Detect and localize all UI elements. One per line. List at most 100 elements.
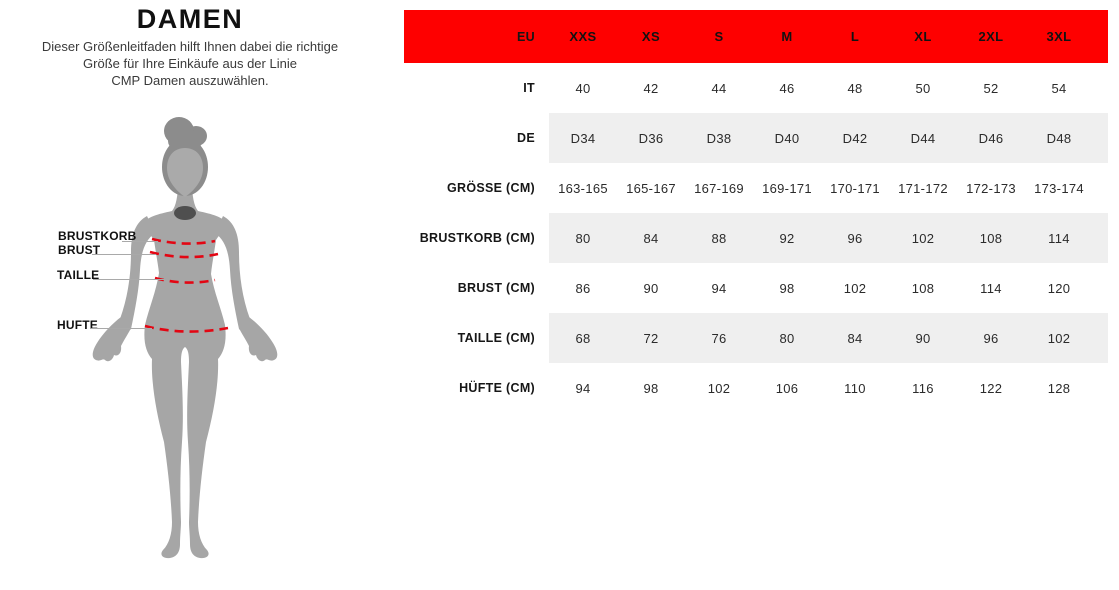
size-cell: 120 — [1047, 280, 1071, 296]
measure-line-taille — [93, 279, 165, 280]
silhouette-face — [167, 148, 203, 197]
size-cell: 98 — [779, 280, 795, 296]
filler-cell — [1093, 10, 1108, 63]
size-cell: 114 — [980, 280, 1002, 296]
silhouette-left-hand — [92, 317, 130, 362]
size-cell: 40 — [575, 80, 591, 96]
size-cell: 165-167 — [626, 180, 676, 196]
size-cell: 110 — [844, 380, 866, 396]
size-cell: 42 — [643, 80, 659, 96]
figure-label-taille: TAILLE — [57, 268, 100, 282]
size-column-header: 2XL — [978, 29, 1004, 44]
table-row: DE D34 D36 D38 D40 D42 D44 D46 D48 — [404, 113, 1108, 163]
silhouette-torso-legs — [142, 182, 228, 559]
size-cell: 172-173 — [966, 180, 1016, 196]
size-cell: 106 — [775, 380, 799, 396]
size-cell: 167-169 — [694, 180, 744, 196]
size-cell: 84 — [821, 313, 889, 363]
silhouette-left-arm — [116, 216, 155, 332]
silhouette-bun-base — [168, 129, 202, 153]
size-cell: D44 — [889, 113, 957, 163]
size-cell: 108 — [957, 213, 1025, 263]
size-table-body: IT 40 42 44 46 48 50 52 54 DE D34 D36 D38 D40 D42 D44 D4… — [404, 63, 1108, 413]
size-cell: 98 — [643, 380, 659, 396]
row-label: DE — [517, 131, 535, 145]
filler-cell — [1093, 113, 1108, 163]
female-silhouette-icon — [92, 117, 278, 559]
filler-cell — [1093, 213, 1108, 263]
size-cell: D34 — [549, 113, 617, 163]
size-cell: 102 — [707, 380, 731, 396]
measure-line-brustkorb — [122, 241, 158, 242]
filler-cell — [1093, 363, 1108, 413]
silhouette-right-hand — [240, 317, 278, 362]
size-cell: 44 — [711, 80, 727, 96]
size-column-header: XL — [914, 29, 932, 44]
size-cell: 86 — [575, 280, 591, 296]
table-row: GRÖSSE (CM) 163-165 165-167 167-169 169-171 1… — [404, 163, 1108, 213]
dashed-line-hufte — [144, 324, 229, 333]
size-cell: 169-171 — [762, 180, 812, 196]
size-cell: 173-174 — [1034, 180, 1084, 196]
size-cell: 96 — [821, 213, 889, 263]
measure-line-brust — [92, 254, 156, 255]
size-cell: 94 — [711, 280, 727, 296]
size-cell: 46 — [779, 80, 795, 96]
size-cell: 163-165 — [558, 180, 608, 196]
size-cell: D38 — [685, 113, 753, 163]
size-cell: 171-172 — [898, 180, 948, 196]
size-cell: 116 — [912, 380, 934, 396]
size-cell: D48 — [1025, 113, 1093, 163]
size-cell: 114 — [1025, 213, 1093, 263]
size-cell: D36 — [617, 113, 685, 163]
dashed-line-brust — [149, 250, 219, 259]
size-cell: 102 — [889, 213, 957, 263]
size-cell: 102 — [1025, 313, 1093, 363]
size-cell: 48 — [847, 80, 863, 96]
size-cell: 128 — [1047, 380, 1071, 396]
figure-label-brustkorb: BRUSTKORB — [58, 229, 137, 243]
size-cell: 108 — [911, 280, 935, 296]
size-column-header: M — [781, 29, 793, 44]
size-cell: 50 — [915, 80, 931, 96]
table-row: IT 40 42 44 46 48 50 52 54 — [404, 63, 1108, 113]
row-label: HÜFTE (CM) — [459, 381, 535, 395]
page-title: DAMEN — [136, 4, 244, 34]
size-cell: D42 — [821, 113, 889, 163]
size-column-header: XS — [641, 29, 661, 44]
size-cell: 90 — [643, 280, 659, 296]
size-column-header: 3XL — [1046, 29, 1072, 44]
row-label: BRUST (CM) — [457, 281, 535, 295]
table-row: BRUST (CM) 86 90 94 98 102 108 114 120 — [404, 263, 1108, 313]
row-label: GRÖSSE (CM) — [446, 181, 535, 195]
size-cell: 92 — [753, 213, 821, 263]
size-cell: 80 — [753, 313, 821, 363]
filler-cell — [1093, 313, 1108, 363]
size-cell: D46 — [957, 113, 1025, 163]
size-cell: 102 — [843, 280, 867, 296]
size-cell: 84 — [617, 213, 685, 263]
size-cell: 68 — [549, 313, 617, 363]
silhouette-neck-shadow — [174, 206, 196, 220]
table-row: HÜFTE (CM) 94 98 102 106 110 116 122 128 — [404, 363, 1108, 413]
row-label: BRUSTKORB (CM) — [419, 231, 535, 245]
size-cell: 88 — [685, 213, 753, 263]
filler-cell — [1093, 163, 1108, 213]
body-measurement-figure: BRUSTKORB BRUST TAILLE HUFTE — [40, 112, 305, 582]
measure-line-hufte — [90, 328, 152, 329]
size-table-head-row: EU XXS XS S M L XL 2XL 3XL — [404, 10, 1108, 63]
size-column-header: L — [850, 29, 860, 44]
table-row: TAILLE (CM) 68 72 76 80 84 90 96 102 — [404, 313, 1108, 363]
size-cell: 80 — [549, 213, 617, 263]
size-cell: 52 — [983, 80, 999, 96]
row-label: IT — [523, 81, 535, 95]
size-cell: 96 — [957, 313, 1025, 363]
figure-label-brust: BRUST — [58, 243, 101, 257]
size-table: EU XXS XS S M L XL 2XL 3XL IT 40 42 44 46 48 50 52 54 DE D… — [404, 10, 1108, 413]
dashed-line-brustkorb — [151, 237, 216, 245]
size-column-header: S — [714, 29, 724, 44]
page-subtitle: Dieser Größenleitfaden hilft Ihnen dabei… — [41, 39, 339, 88]
table-row: BRUSTKORB (CM) 80 84 88 92 96 102 108 114 — [404, 213, 1108, 263]
size-table-grid: EU XXS XS S M L XL 2XL 3XL IT 40 42 44 46 48 50 52 54 DE D… — [404, 10, 1108, 413]
